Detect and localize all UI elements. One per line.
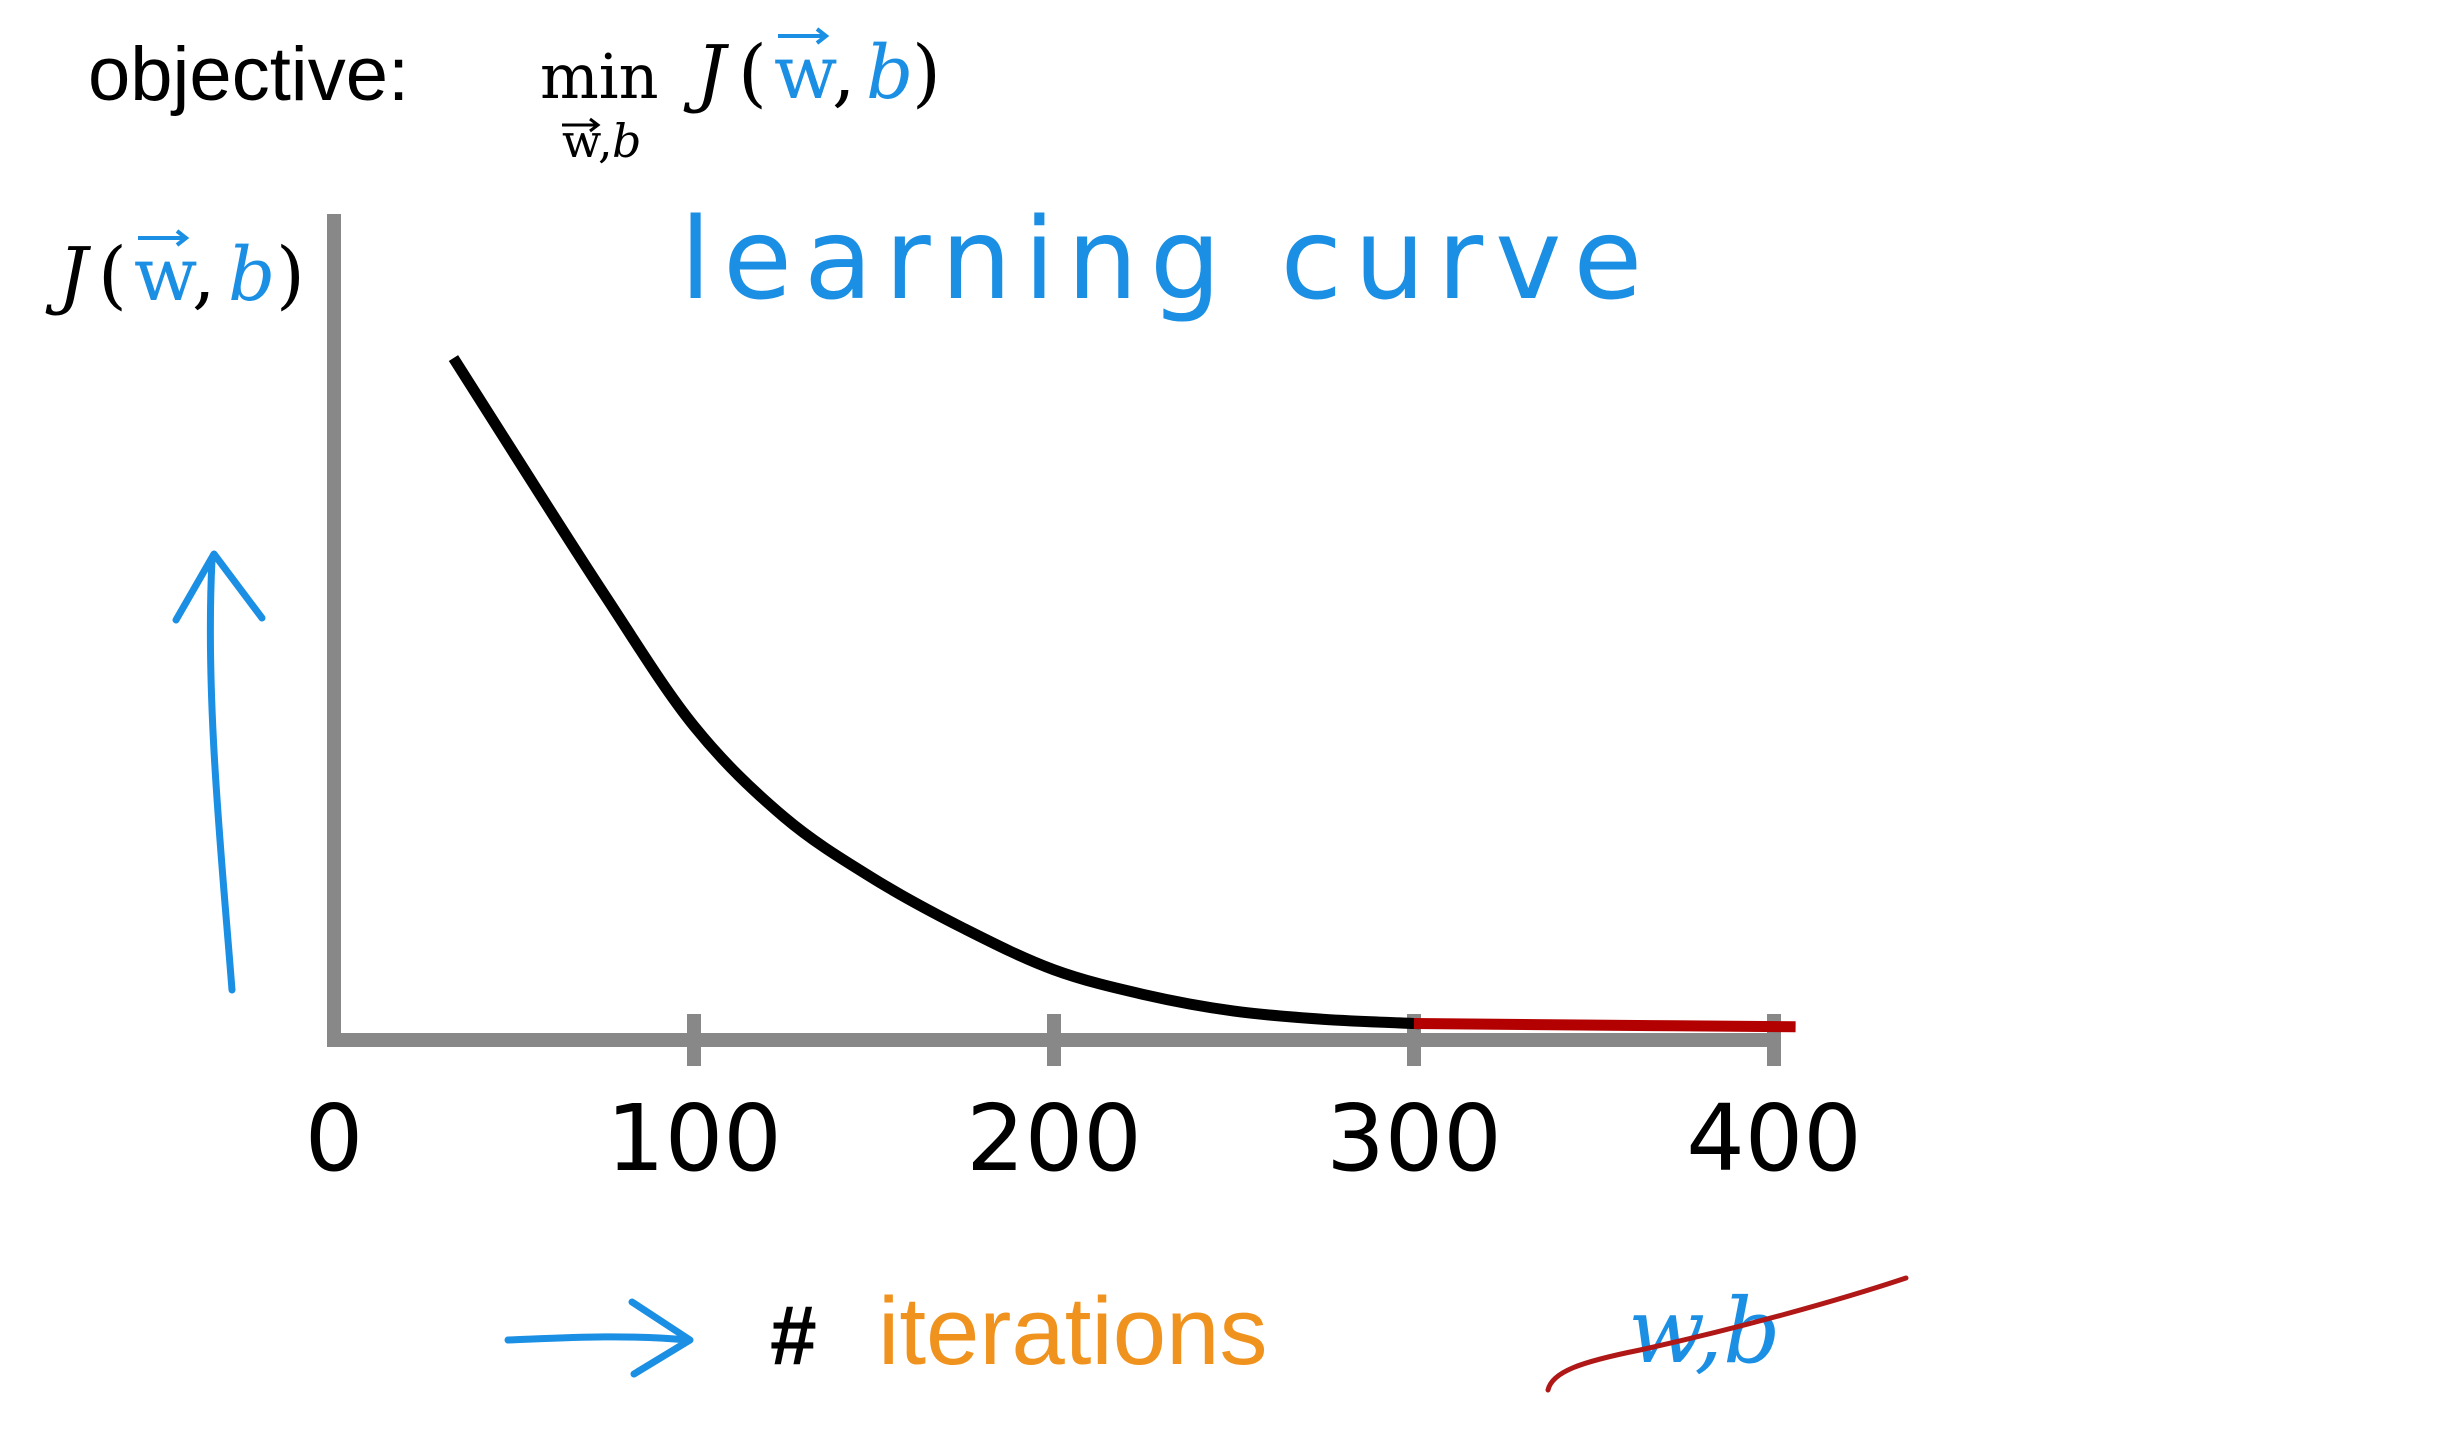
x-tick-label: 0 [305,1085,364,1192]
min-subscript-b: b [612,114,641,168]
objective-func-name: J [683,30,730,116]
up-arrow-icon [172,550,266,994]
x-tick-label: 300 [1326,1085,1502,1192]
objective-comma: , [832,30,856,116]
objective-arg-w: w [774,30,837,116]
series-lines [448,355,1796,1033]
min-operator: min [540,40,659,113]
y-label-arg-b: b [228,232,275,318]
x-label-iterations: iterations [878,1278,1268,1385]
x-axis-tick-labels: 0 100 200 300 400 [305,1085,1862,1192]
objective-label: objective: [88,32,409,117]
vector-arrow-icon [778,27,830,45]
crossed-out-text: w,b [1628,1279,1781,1384]
y-axis-label: J ( w , b ) [45,229,305,318]
y-label-func: J [45,232,92,318]
right-arrow-icon [504,1298,694,1378]
cost-curve-descent [448,355,1420,1030]
vector-arrow-icon [138,229,190,247]
x-label-hash: # [770,1288,817,1382]
objective-formula: objective: min w , b J ( w , b ) [88,27,941,168]
strike-line [1545,1275,1909,1393]
objective-arg-b: b [866,30,913,116]
learning-curve-annotation: learning curve [680,195,1654,325]
objective-open-paren: ( [738,30,767,116]
y-label-open-paren: ( [98,232,127,318]
axes [327,214,1781,1047]
min-subscript: w , b [562,114,641,168]
objective-close-paren: ) [912,30,941,116]
y-label-arg-w: w [134,232,197,318]
min-subscript-comma: , [598,114,613,168]
x-tick-label: 100 [606,1085,782,1192]
crossed-out-wb: w,b [1545,1275,1909,1393]
y-label-comma: , [192,232,216,318]
y-label-close-paren: ) [276,232,305,318]
cost-curve-converged [1413,1018,1796,1033]
x-tick-label: 400 [1686,1085,1862,1192]
x-tick-label: 200 [966,1085,1142,1192]
vector-arrow-icon [562,117,601,133]
